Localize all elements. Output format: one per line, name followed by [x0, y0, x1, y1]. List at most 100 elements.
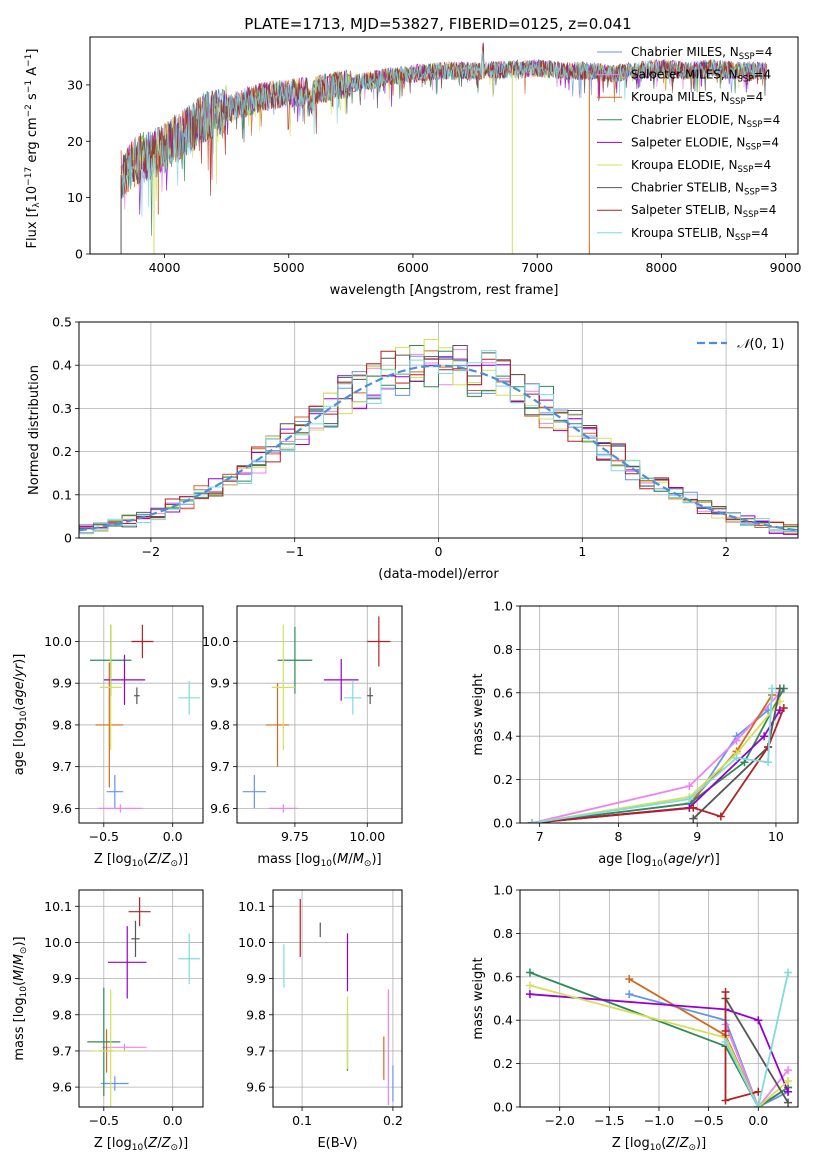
legend-entry: Salpeter MILES, NSSP=4 — [631, 68, 771, 85]
errorbar-point — [178, 933, 201, 985]
errorbar-point — [367, 616, 391, 667]
y-tick-label: 0.6 — [493, 685, 513, 700]
x-axis-label: mass [log10(M/M⊙)] — [257, 852, 381, 869]
y-tick-label: 0.1 — [52, 487, 72, 502]
y-tick-label: 0.8 — [493, 926, 513, 941]
spectrum-line — [120, 50, 767, 217]
legend-entry: Chabrier ELODIE, NSSP=4 — [631, 113, 780, 130]
y-tick-label: 10.0 — [202, 634, 230, 649]
errorbar-point — [92, 989, 129, 1107]
mass-weight-line — [531, 700, 781, 823]
mass-weight-line — [724, 992, 759, 1102]
y-tick-label: 10.0 — [238, 935, 266, 950]
mass-weight-marker — [779, 703, 788, 712]
panel-age-vs-mass: 9.75 10.00 9.6 9.7 9.8 9.9 10.0 mass [log10(M/M… — [202, 605, 403, 869]
y-tick-label: 10.0 — [44, 935, 72, 950]
errorbar-point — [128, 897, 151, 927]
x-tick-label: 1 — [578, 544, 586, 559]
legend-entry: Kroupa MILES, NSSP=4 — [631, 90, 763, 107]
x-tick-label: 4000 — [149, 260, 181, 275]
y-tick-label: 9.8 — [246, 1007, 266, 1022]
mass-weight-line — [531, 709, 781, 823]
legend-entry: Salpeter STELIB, NSSP=4 — [631, 203, 776, 220]
errorbar-point — [268, 804, 298, 813]
y-tick-label: 9.8 — [52, 1007, 72, 1022]
y-axis-label: mass [log10(M/M⊙)] — [12, 936, 29, 1060]
x-axis-label: age [log10(age/yr)] — [598, 852, 720, 869]
mass-weight-marker — [775, 684, 784, 693]
errorbar-point — [271, 624, 295, 750]
y-tick-label: 9.6 — [52, 1080, 72, 1095]
mass-weight-line — [724, 998, 789, 1104]
mass-weight-marker — [716, 812, 725, 821]
axes-frame — [519, 605, 799, 824]
errorbar-point — [106, 775, 124, 809]
y-tick-label: 20 — [67, 134, 83, 149]
x-tick-label: 8 — [614, 829, 622, 844]
errorbar-point — [131, 920, 140, 957]
plot-area — [242, 616, 391, 813]
axes-frame — [89, 36, 799, 255]
x-tick-label: 0 — [435, 544, 443, 559]
y-tick-label: 9.9 — [52, 676, 72, 691]
panel-residuals: −2 −1 0 1 2 0 0.1 0.2 0.3 0.4 0.5 (data-model)/erro… — [27, 315, 799, 582]
errorbar-point — [95, 662, 124, 788]
mass-weight-line — [724, 1024, 789, 1107]
plot-area — [87, 897, 201, 1107]
x-axis-label: E(B-V) — [317, 1136, 357, 1151]
y-tick-label: 0.5 — [52, 315, 72, 330]
panel-age-vs-Z: −0.5 0.0 9.6 9.7 9.8 9.9 10.0 Z [log10(Z/Z⊙)] ag… — [12, 605, 204, 869]
y-tick-label: 0.4 — [493, 1013, 513, 1028]
x-tick-label: −0.5 — [89, 829, 119, 844]
histogram-step — [79, 345, 798, 534]
mass-weight-line — [531, 688, 785, 823]
histogram-step — [79, 339, 798, 534]
mass-weight-marker — [760, 732, 769, 741]
errorbar-point — [103, 654, 146, 705]
x-tick-label: −0.5 — [693, 1113, 723, 1128]
x-axis-label: Z [log10(Z/Z⊙)] — [94, 852, 188, 869]
y-tick-label: 9.7 — [52, 759, 72, 774]
errorbar-point — [98, 804, 143, 813]
y-tick-label: 10.1 — [238, 899, 266, 914]
y-tick-label: 1.0 — [493, 883, 513, 898]
mass-weight-marker — [625, 974, 634, 983]
y-axis-label: mass weight — [471, 673, 486, 755]
mass-weight-marker — [525, 990, 534, 999]
panel-mass-vs-ebv: 0.1 0.2 9.6 9.7 9.8 9.9 10.0 10.1 E(B-V) — [238, 889, 403, 1151]
panel-massweight-vs-age: 7 8 9 10 0.0 0.2 0.4 0.6 0.8 1.0 age [log10(age/yr… — [471, 599, 799, 869]
y-tick-label: 9.8 — [210, 717, 230, 732]
mass-weight-marker — [721, 1096, 730, 1105]
plot-area — [527, 684, 788, 823]
y-tick-label: 9.8 — [52, 717, 72, 732]
x-tick-label: 9000 — [770, 260, 802, 275]
x-tick-label: 6000 — [397, 260, 429, 275]
mass-weight-line — [531, 707, 785, 823]
x-tick-label: 5000 — [273, 260, 305, 275]
x-axis-label: (data-model)/error — [378, 567, 499, 582]
y-tick-label: 9.6 — [52, 801, 72, 816]
y-tick-label: 0.2 — [52, 444, 72, 459]
plot-area — [120, 41, 767, 254]
errorbar-point — [178, 681, 201, 715]
panel-massweight-vs-Z: −2.0 −1.5 −1.0 −0.5 0.0 0.0 0.2 0.4 0.6 0.8 1.0 Z [… — [471, 883, 799, 1153]
panel-spectrum: 4000 5000 6000 7000 8000 9000 0 10 20 30 wavelengt… — [24, 36, 802, 298]
y-tick-label: 0 — [64, 531, 72, 546]
errorbar-point — [107, 926, 147, 999]
x-tick-label: 7000 — [521, 260, 553, 275]
y-tick-label: 10 — [67, 190, 83, 205]
legend-entry: Chabrier STELIB, NSSP=3 — [631, 181, 778, 198]
y-tick-label: 0.2 — [493, 1056, 513, 1071]
errorbar-point — [101, 1076, 129, 1091]
y-tick-label: 10.0 — [44, 634, 72, 649]
y-tick-label: 9.6 — [210, 801, 230, 816]
axes-frame — [78, 889, 204, 1108]
mass-weight-marker — [784, 1087, 793, 1096]
mass-weight-marker — [732, 753, 741, 762]
panel-mass-vs-Z: −0.5 0.0 9.6 9.7 9.8 9.9 10.0 10.1 Z [log10(Z/Z⊙… — [12, 889, 204, 1153]
y-tick-label: 0.0 — [493, 1100, 513, 1115]
y-tick-label: 9.9 — [210, 676, 230, 691]
mass-weight-line — [529, 993, 789, 1093]
x-tick-label: 0.0 — [163, 829, 183, 844]
axes-frame — [236, 605, 403, 824]
